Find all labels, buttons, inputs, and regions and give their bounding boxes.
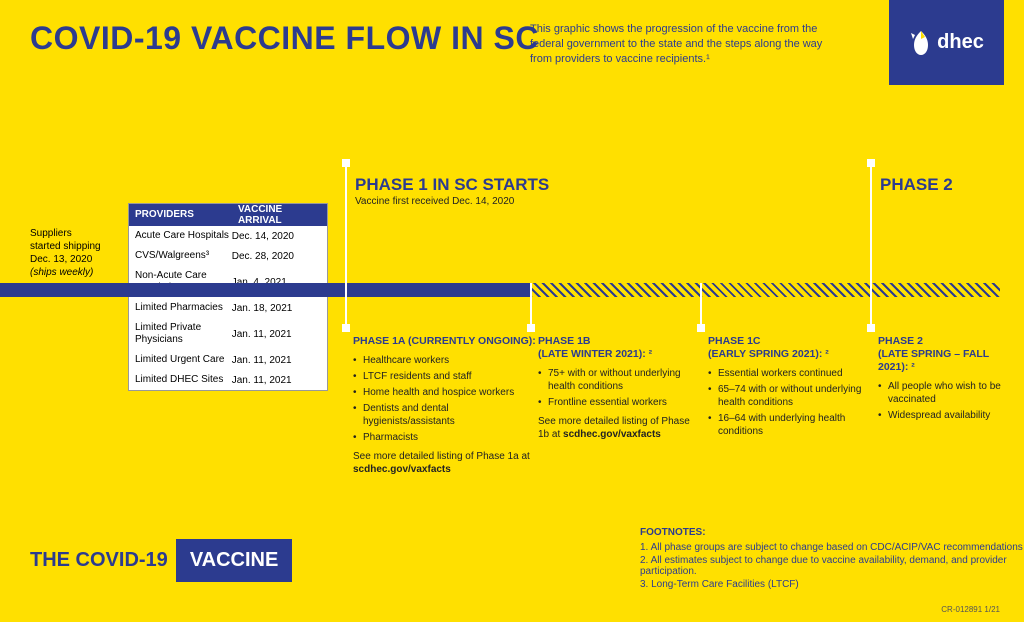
phase-1c-block: PHASE 1C(EARLY SPRING 2021): ² Essential … [708,335,868,444]
document-code: CR-012891 1/21 [941,605,1000,614]
phase-1a-block: PHASE 1A (CURRENTLY ONGOING): Healthcare … [353,335,538,476]
footnotes: FOOTNOTES: 1. All phase groups are subje… [640,527,1024,592]
table-header-row: PROVIDERS VACCINE ARRIVAL [129,204,327,226]
arrival-date: Jan. 18, 2021 [232,303,321,314]
footnote-line: 3. Long-Term Care Facilities (LTCF) [640,579,1024,590]
logo-text: dhec [937,31,984,54]
page: COVID-19 VACCINE FLOW IN SC This graphic… [0,0,1024,622]
page-subtitle: This graphic shows the progression of th… [530,22,830,67]
phase-bullet: 65–74 with or without underlying health … [708,383,868,409]
phase-bullet: Dentists and dental hygienists/assistant… [353,402,538,428]
arrival-date: Jan. 11, 2021 [232,329,321,340]
timeline [0,283,1000,297]
footer-plain: THE COVID-19 [30,549,168,572]
phase-title: PHASE 1A (CURRENTLY ONGOING): [353,335,538,348]
footer-boxed: VACCINE [176,539,293,582]
phase-bullet: Healthcare workers [353,354,538,367]
arrival-date: Jan. 11, 2021 [232,375,321,386]
timeline-hatched [530,283,1000,297]
dhec-logo-icon [909,29,933,57]
provider-name: Limited Urgent Care [135,354,232,366]
provider-name: Limited Pharmacies [135,302,232,314]
table-header: PROVIDERS [129,209,232,221]
phase-title: PHASE 1B(LATE WINTER 2021): ² [538,335,698,361]
suppliers-line: Suppliers [30,227,120,240]
phase-title: PHASE 1C(EARLY SPRING 2021): ² [708,335,868,361]
phase-1b-block: PHASE 1B(LATE WINTER 2021): ² 75+ with or… [538,335,698,441]
phase-bullets: Healthcare workers LTCF residents and sta… [353,354,538,444]
phase-1-top-label: PHASE 1 IN SC STARTS [355,175,549,195]
table-row: CVS/Walgreens³Dec. 28, 2020 [129,246,327,266]
arrival-date: Dec. 28, 2020 [232,251,321,262]
suppliers-line: (ships weekly) [30,266,120,279]
table-row: Acute Care HospitalsDec. 14, 2020 [129,226,327,246]
phase-bullets: All people who wish to be vaccinated Wide… [878,380,1018,422]
phase-bullets: 75+ with or without underlying health co… [538,367,698,409]
phase-bullet: All people who wish to be vaccinated [878,380,1018,406]
phase-2-top-label: PHASE 2 [880,175,953,195]
phase-bullet: 16–64 with underlying health conditions [708,412,868,438]
arrival-date: Dec. 14, 2020 [232,231,321,242]
phase-more: See more detailed listing of Phase 1a at… [353,450,538,476]
provider-name: Acute Care Hospitals [135,230,232,242]
footnotes-title: FOOTNOTES: [640,527,1024,538]
suppliers-line: started shipping [30,240,120,253]
phase-1-top-sub: Vaccine first received Dec. 14, 2020 [355,196,514,207]
logo-box: dhec [889,0,1004,85]
phase-2-marker [870,163,872,285]
phase-bullet: Frontline essential workers [538,396,698,409]
phase-more: See more detailed listing of Phase 1b at… [538,415,698,441]
footer-left: THE COVID-19 VACCINE [30,539,292,582]
table-header: VACCINE ARRIVAL [232,204,327,226]
phase-bullet: Widespread availability [878,409,1018,422]
phase-bullets: Essential workers continued 65–74 with or… [708,367,868,438]
phase-1-marker [345,163,347,285]
suppliers-line: Dec. 13, 2020 [30,253,120,266]
phase-title: PHASE 2(LATE SPRING – FALL 2021): ² [878,335,1018,374]
table-row: Limited PharmaciesJan. 18, 2021 [129,298,327,318]
provider-name: CVS/Walgreens³ [135,250,232,262]
phase-1c-marker [700,283,702,328]
table-row: Limited Urgent CareJan. 11, 2021 [129,350,327,370]
header: COVID-19 VACCINE FLOW IN SC [30,20,1024,57]
provider-name: Limited Private Physicians [135,322,232,346]
phase-bullet: Home health and hospice workers [353,386,538,399]
timeline-solid [0,283,530,297]
suppliers-note: Suppliers started shipping Dec. 13, 2020… [30,227,120,279]
table-row: Limited DHEC SitesJan. 11, 2021 [129,370,327,390]
phase-2-block: PHASE 2(LATE SPRING – FALL 2021): ² All p… [878,335,1018,428]
phase-bullet: Pharmacists [353,431,538,444]
footnote-line: 2. All estimates subject to change due t… [640,555,1024,577]
table-row: Limited Private PhysiciansJan. 11, 2021 [129,318,327,350]
phase-2-down-marker [870,283,872,328]
footnote-line: 1. All phase groups are subject to chang… [640,542,1024,553]
phase-bullet: 75+ with or without underlying health co… [538,367,698,393]
providers-table: PROVIDERS VACCINE ARRIVAL Acute Care Hos… [128,203,328,391]
phase-bullet: Essential workers continued [708,367,868,380]
phase-1a-marker [345,283,347,328]
page-title: COVID-19 VACCINE FLOW IN SC [30,20,1024,57]
arrival-date: Jan. 11, 2021 [232,355,321,366]
provider-name: Limited DHEC Sites [135,374,232,386]
phase-1b-marker [530,283,532,328]
phase-bullet: LTCF residents and staff [353,370,538,383]
